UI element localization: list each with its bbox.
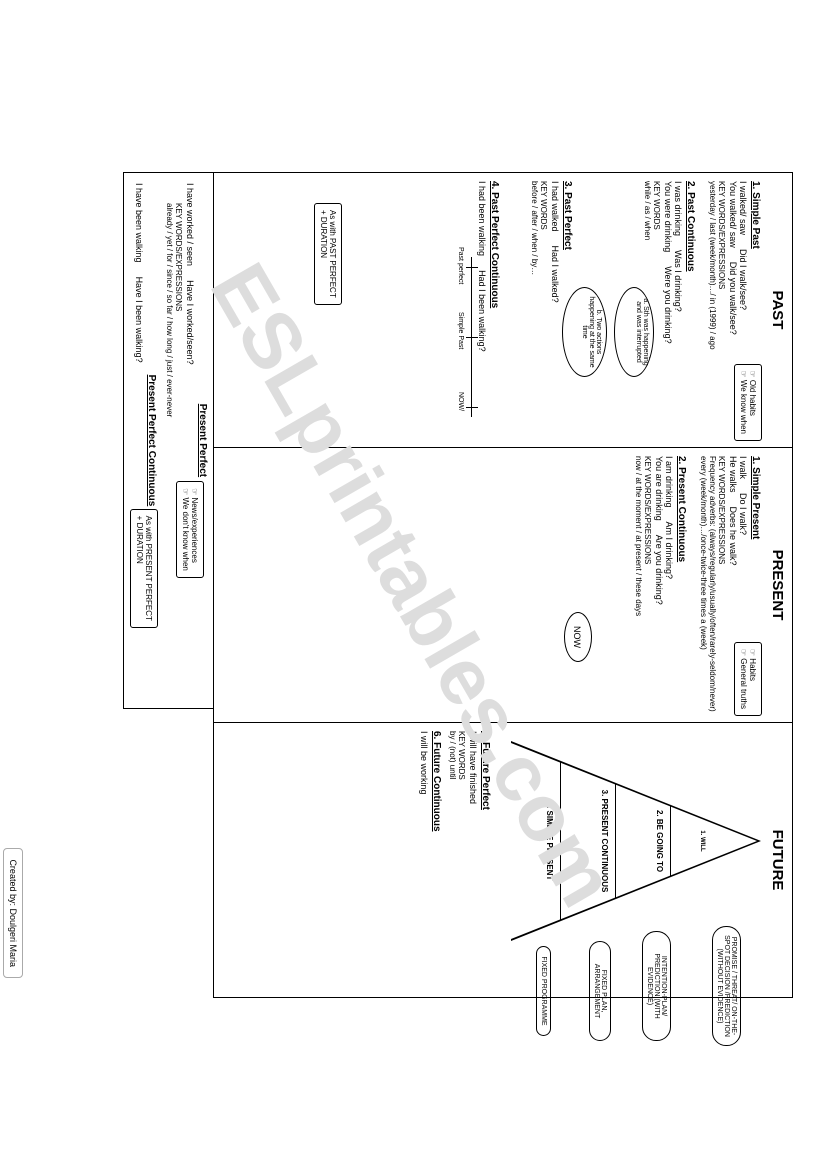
oval-b: b. Two actions happening at the same tim… xyxy=(562,287,607,377)
main-frame: PAST 1. Simple Past I walked/ saw Did I … xyxy=(213,172,793,998)
title: 5. Future Perfect xyxy=(480,731,491,989)
txt: Am I drinking? xyxy=(664,521,674,579)
future-triangle: 1. WILL 2. BE GOING TO 3. PRESENT CONTIN… xyxy=(511,731,761,989)
txt: As with PRESENT PERFECT xyxy=(144,515,153,620)
future-perfect: 5. Future Perfect I will have finished K… xyxy=(448,731,491,989)
kw-txt: before / after / when / by… xyxy=(530,181,539,439)
page: ESLprintables.com PAST 1. Simple Past I … xyxy=(33,172,793,998)
kw-txt: yesterday / last (week/month)…/ in (1999… xyxy=(708,181,717,439)
txt: As with PAST PERFECT xyxy=(328,210,337,298)
kw-txt: Frequency adverbs: (always/regularly/usu… xyxy=(708,456,717,714)
txt: Were you drinking? xyxy=(663,266,673,343)
txt: I had been walking xyxy=(477,181,487,256)
bubble-1: PROMISE / THREAT/ ON-THE-SPOT DECISION /… xyxy=(712,926,741,1046)
kw-lbl: KEY WORDS/EXPRESSIONS xyxy=(717,456,726,714)
kw-lbl: KEY WORDS xyxy=(539,181,548,439)
txt: You walked/ saw xyxy=(728,181,738,248)
bottom-block: Present Perfect I have worked / seen Hav… xyxy=(123,172,214,709)
kw-txt: every (week/month)…/once-twice-three tim… xyxy=(699,456,708,714)
txt: I walk xyxy=(738,456,748,479)
ppc-title: Present Perfect Continuous xyxy=(146,374,157,506)
txt: I have been walking xyxy=(134,183,144,263)
title: 2. Present Continuous xyxy=(676,456,687,714)
tl-now: NOW/ xyxy=(457,392,464,411)
pp-note: ☞ News/experiences ☞ We don't know when xyxy=(176,481,204,578)
txt: Are you drinking? xyxy=(654,534,664,604)
ppc-note: As with PRESENT PERFECT + DURATION xyxy=(130,508,158,627)
txt: ☞ We don't know when xyxy=(181,488,190,571)
pp-title: Present Perfect xyxy=(197,403,208,476)
txt: I will be working xyxy=(419,731,429,989)
txt: I will have finished xyxy=(468,731,478,989)
txt: You were drinking xyxy=(663,181,673,252)
txt: ☞ News/experiences xyxy=(190,488,199,571)
bubble-4: FIXED PROGRAMME xyxy=(536,946,551,1036)
tri-r2: 2. BE GOING TO xyxy=(655,806,671,876)
txt: Do I walk? xyxy=(738,493,748,535)
bubble-2: INTENTION-PLAN/ PREDICTION (WITH EVIDENC… xyxy=(642,931,671,1041)
tri-r3: 3. PRESENT CONTINUOUS xyxy=(600,783,616,898)
present-continuous: 2. Present Continuous I am drinking Am I… xyxy=(634,456,687,714)
txt: I am drinking xyxy=(664,456,674,508)
kw-txt: now / at the moment / at present / these… xyxy=(634,456,643,714)
txt: Does he walk? xyxy=(728,506,738,565)
txt: Have I been walking? xyxy=(134,276,144,362)
now-oval: NOW xyxy=(564,612,592,662)
kw-lbl: KEY WORDS/EXPRESSIONS xyxy=(643,456,652,714)
txt: Was I drinking? xyxy=(673,250,683,312)
txt: Had I walked? xyxy=(550,245,560,302)
tl-pp: Past perfect xyxy=(457,247,464,284)
txt: ☞ Habits xyxy=(748,648,757,708)
col-past: PAST 1. Simple Past I walked/ saw Did I … xyxy=(214,173,792,448)
col-head-past: PAST xyxy=(769,181,786,439)
col-future: FUTURE 1. WILL 2. BE GOING TO 3. PRESENT… xyxy=(214,723,792,997)
title: 2. Past Continuous xyxy=(685,181,696,439)
tri-r4: 4. SIMPLE PRESENT xyxy=(545,761,561,921)
tri-r1: 1. WILL xyxy=(699,821,711,861)
title: 6. Future Continuous xyxy=(431,731,442,989)
txt: I have worked / seen xyxy=(185,183,195,266)
note-past-simple: ☞ Old habits ☞ We know when xyxy=(734,363,762,441)
txt: I had walked xyxy=(550,181,560,232)
txt: + DURATION xyxy=(135,515,144,620)
txt: + DURATION xyxy=(319,210,328,298)
created-by: Created by: Doulgeri Maria xyxy=(3,848,23,978)
txt: ☞ Old habits xyxy=(748,370,757,434)
note-ppc: As with PAST PERFECT + DURATION xyxy=(314,203,342,305)
tl-sp: Simple Past xyxy=(457,312,464,349)
kw-lbl: KEY WORDS/EXPRESSIONS xyxy=(717,181,726,439)
future-continuous: 6. Future Continuous I will be working xyxy=(419,731,442,989)
note-sp: ☞ Habits ☞ General truths xyxy=(734,641,762,715)
txt: You are drinking xyxy=(654,456,664,521)
kw-lbl: KEY WORDS xyxy=(652,181,661,439)
col-head-future: FUTURE xyxy=(769,731,786,989)
txt: I was drinking xyxy=(673,181,683,236)
txt: ☞ General truths xyxy=(739,648,748,708)
col-head-present: PRESENT xyxy=(769,456,786,714)
bubble-3: FIXED PLAN, ARRANGEMENT xyxy=(589,941,611,1041)
txt: Did I walk/see? xyxy=(738,249,748,310)
txt: Have I worked/seen? xyxy=(185,280,195,365)
timeline: Past perfect Simple Past NOW/ xyxy=(442,257,492,427)
kw-txt: already / yet / for / since / so far / h… xyxy=(165,203,174,698)
txt: ☞ We know when xyxy=(739,370,748,434)
col-present: PRESENT 1. Simple Present I walk Do I wa… xyxy=(214,448,792,723)
kw-lbl: KEY WORDS/EXPRESSIONS xyxy=(174,203,183,698)
kw-txt: by / (not) until xyxy=(448,731,457,989)
txt: He walks xyxy=(728,456,738,493)
kw-lbl: KEY WORDS xyxy=(457,731,466,989)
txt: I walked/ saw xyxy=(738,181,748,235)
txt: Did you walk/see? xyxy=(728,261,738,334)
oval-a: a. Sth was happening and was interrupted xyxy=(614,287,654,377)
